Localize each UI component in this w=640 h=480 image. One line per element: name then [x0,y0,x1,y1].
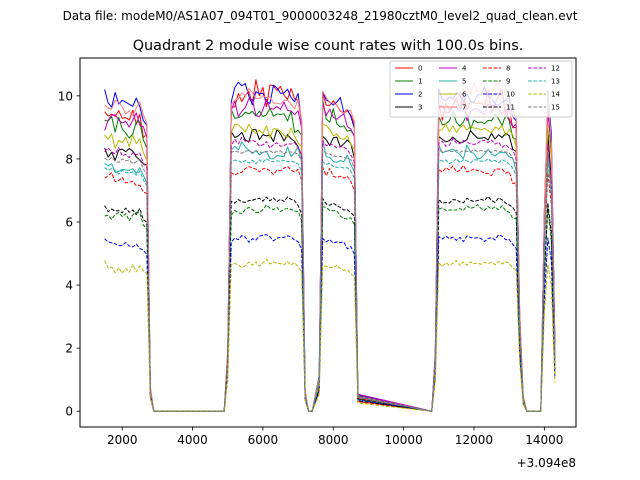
x-tick-label: 14000 [525,433,563,447]
series-line-13 [104,158,556,412]
legend-label-1: 1 [418,78,422,86]
x-tick-label: 6000 [248,433,279,447]
y-tick-label: 4 [65,279,73,293]
legend-label-12: 12 [551,65,560,73]
x-tick-label: 12000 [455,433,493,447]
x-tick-label: 10000 [385,433,423,447]
legend-box [389,60,573,118]
legend-label-10: 10 [506,91,515,99]
series-line-15 [104,149,556,412]
legend-label-4: 4 [462,65,467,73]
x-axis: 2000 4000 6000 8000 10000 12000 14000 [107,427,563,447]
y-tick-label: 10 [58,89,73,103]
legend-label-13: 13 [551,78,560,86]
y-axis: 0 2 4 6 8 10 [58,89,80,419]
legend-label-3: 3 [418,104,422,112]
plot-frame [79,57,577,428]
legend-label-14: 14 [551,91,560,99]
y-tick-label: 0 [65,405,73,419]
data-file-label: Data file: modeM0/AS1A07_094T01_90000032… [63,9,578,23]
legend-label-15: 15 [551,104,560,112]
x-tick-label: 4000 [177,433,208,447]
legend-label-2: 2 [418,91,422,99]
legend-label-7: 7 [462,104,466,112]
series-line-14 [104,258,556,412]
x-tick-label: 8000 [318,433,349,447]
series-line-12 [104,136,556,412]
series-layer [104,79,556,412]
legend-label-8: 8 [506,65,510,73]
legend-label-6: 6 [462,91,467,99]
legend-label-5: 5 [462,78,466,86]
y-tick-label: 6 [65,216,73,230]
legend-label-0: 0 [418,65,422,73]
legend-label-9: 9 [506,78,510,86]
y-tick-label: 8 [65,152,73,166]
y-tick-label: 2 [65,342,73,356]
x-tick-label: 2000 [107,433,138,447]
legend-label-11: 11 [506,104,515,112]
x-offset-label: +3.094e8 [517,456,576,470]
chart-title: Quadrant 2 module wise count rates with … [133,38,524,54]
